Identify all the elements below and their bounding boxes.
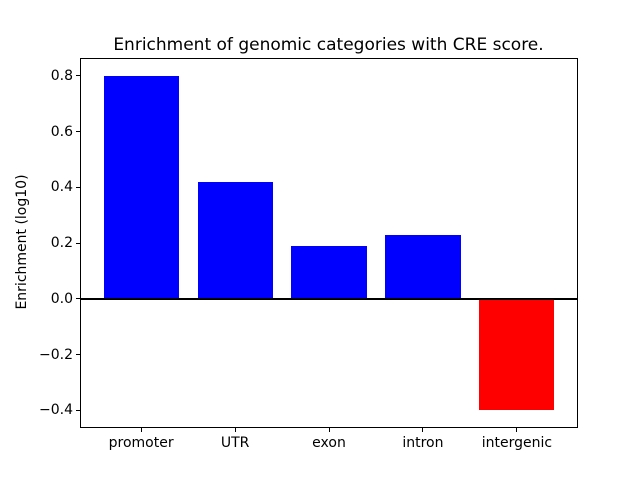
y-tick-label: 0.8 — [50, 67, 73, 84]
x-tick — [422, 428, 424, 432]
x-tick-label-intron: intron — [402, 435, 444, 451]
y-tick — [76, 354, 80, 355]
y-tick — [76, 409, 80, 411]
y-tick-label: 0.4 — [50, 179, 73, 196]
y-tick-label: 0.6 — [50, 123, 73, 140]
x-tick — [234, 428, 236, 432]
x-tick-label-exon: exon — [312, 435, 346, 451]
x-tick — [140, 428, 142, 432]
x-tick — [516, 428, 518, 432]
y-tick-label: 0.0 — [50, 290, 73, 307]
bar-UTR — [197, 181, 273, 299]
x-tick-label-UTR: UTR — [220, 435, 250, 451]
bar-promoter — [103, 75, 179, 299]
y-tick — [76, 242, 80, 244]
bar-exon — [291, 245, 367, 299]
y-tick-label: −0.4 — [39, 402, 73, 419]
y-tick-label: 0.2 — [50, 235, 73, 251]
chart-title: Enrichment of genomic categories with CR… — [113, 35, 544, 55]
x-tick — [328, 428, 330, 432]
y-axis-label: Enrichment (log10) — [14, 174, 30, 310]
zero-line — [81, 297, 577, 300]
y-tick — [76, 298, 80, 300]
x-tick-label-promoter: promoter — [108, 435, 174, 451]
y-tick — [76, 186, 80, 188]
y-tick-label: −0.2 — [39, 346, 73, 363]
bar-intergenic — [479, 298, 555, 411]
y-tick — [76, 75, 80, 77]
plot-area: 0.8 0.6 0.4 0.2 0.0 −0.2 −0.4 promoter UTR exon in… — [39, 58, 578, 451]
bar-intron — [385, 234, 461, 299]
x-tick-label-intergenic: intergenic — [481, 435, 553, 451]
y-tick — [76, 131, 80, 132]
